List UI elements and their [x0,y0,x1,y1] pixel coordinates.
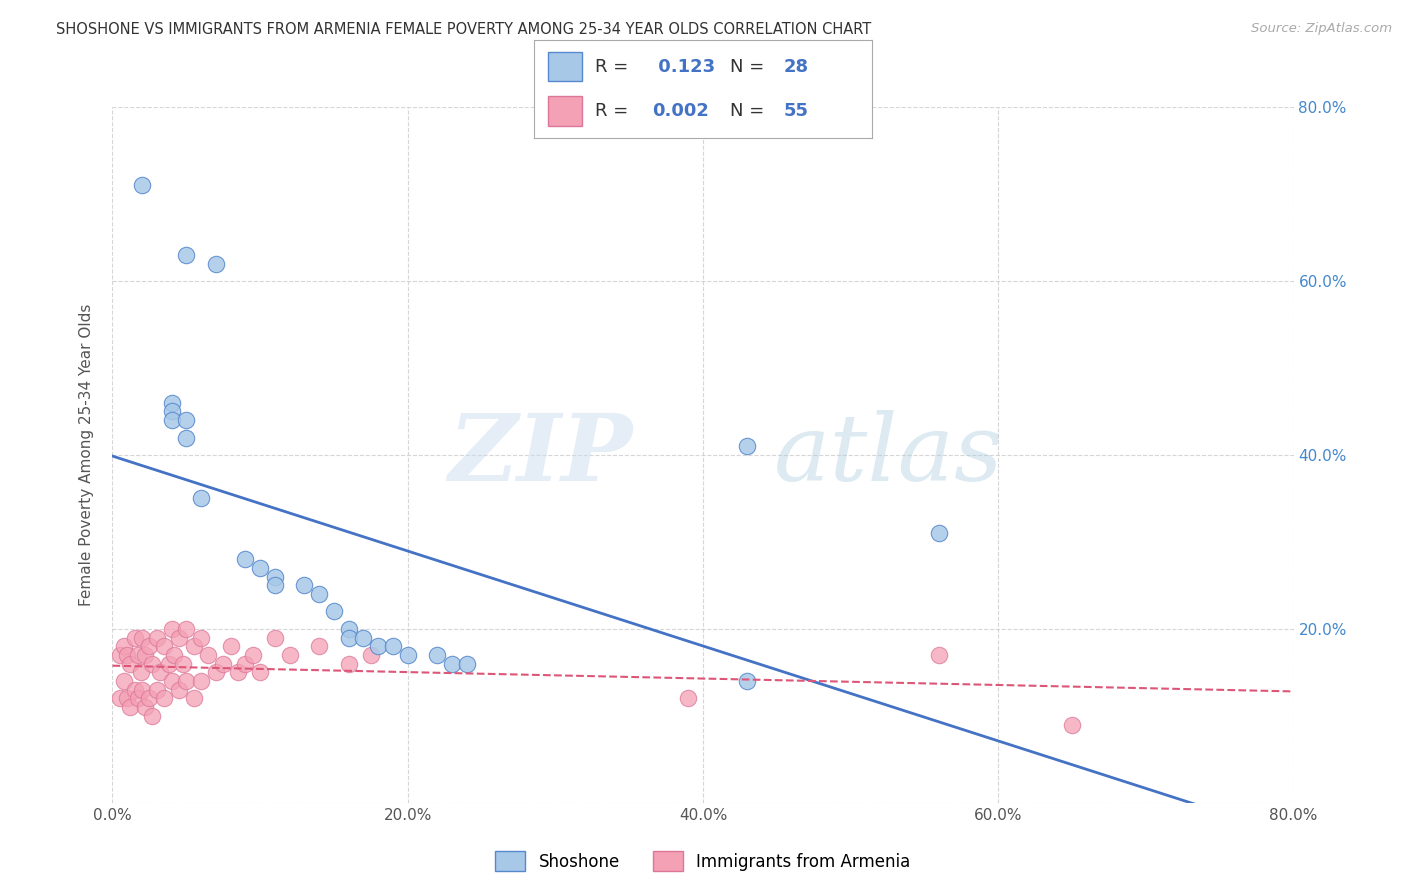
Point [226,665,249,680]
Point [153,639,176,653]
Point [174,431,197,445]
Point [205,665,228,680]
Text: SHOSHONE VS IMMIGRANTS FROM ARMENIA FEMALE POVERTY AMONG 25-34 YEAR OLDS CORRELA: SHOSHONE VS IMMIGRANTS FROM ARMENIA FEMA… [56,22,872,37]
Point [157,657,180,671]
Point [264,570,287,584]
Text: N =: N = [730,58,770,76]
Point [197,648,219,662]
Point [174,622,197,636]
Y-axis label: Female Poverty Among 25-34 Year Olds: Female Poverty Among 25-34 Year Olds [79,304,94,606]
Point [382,639,405,653]
Point [212,657,235,671]
FancyBboxPatch shape [548,96,582,126]
Point [183,639,205,653]
Text: R =: R = [595,102,634,120]
Point [337,657,360,671]
Point [124,631,146,645]
Point [426,648,449,662]
Text: 28: 28 [785,58,808,76]
Point [190,631,212,645]
Point [138,691,160,706]
Point [737,439,759,453]
Text: 55: 55 [785,102,808,120]
Point [233,657,256,671]
Point [127,648,149,662]
Point [108,648,131,662]
Point [149,665,172,680]
Point [264,578,287,592]
Text: Source: ZipAtlas.com: Source: ZipAtlas.com [1251,22,1392,36]
Point [146,631,169,645]
Point [134,700,156,714]
Point [172,657,194,671]
Point [396,648,419,662]
Point [131,631,153,645]
Point [367,639,389,653]
Point [337,622,360,636]
FancyBboxPatch shape [548,52,582,81]
Point [167,631,190,645]
Text: ZIP: ZIP [449,410,633,500]
Point [163,648,186,662]
Point [205,256,228,270]
Point [928,526,950,541]
Point [308,639,330,653]
Point [174,413,197,427]
Point [117,691,138,706]
Point [174,674,197,689]
Text: N =: N = [730,102,770,120]
Point [112,674,135,689]
Point [456,657,478,671]
Point [108,691,131,706]
Text: atlas: atlas [773,410,1004,500]
Point [737,674,759,689]
Text: R =: R = [595,58,634,76]
Point [441,657,464,671]
Point [360,648,382,662]
Point [678,691,700,706]
Point [131,178,153,193]
Point [160,396,183,410]
Point [117,648,138,662]
Point [928,648,950,662]
Point [127,691,149,706]
Point [167,682,190,697]
Point [190,491,212,506]
Point [112,639,135,653]
Point [1062,717,1084,731]
Point [249,665,271,680]
Text: 0.002: 0.002 [652,102,709,120]
Point [131,682,153,697]
Point [120,700,142,714]
Point [160,413,183,427]
Point [141,657,163,671]
Point [249,561,271,575]
Point [141,708,163,723]
Point [146,682,169,697]
Point [190,674,212,689]
Point [292,578,315,592]
Point [337,631,360,645]
Point [120,657,142,671]
Point [160,674,183,689]
Point [264,631,287,645]
Point [323,605,346,619]
Text: 0.123: 0.123 [652,58,716,76]
Point [308,587,330,601]
Point [160,404,183,418]
Point [174,248,197,262]
Point [124,682,146,697]
Point [242,648,264,662]
Point [278,648,301,662]
Point [134,648,156,662]
Point [153,691,176,706]
Point [219,639,242,653]
Point [233,552,256,566]
Point [160,622,183,636]
Point [183,691,205,706]
Legend: Shoshone, Immigrants from Armenia: Shoshone, Immigrants from Armenia [488,845,918,878]
Point [352,631,374,645]
Point [138,639,160,653]
Point [129,665,152,680]
